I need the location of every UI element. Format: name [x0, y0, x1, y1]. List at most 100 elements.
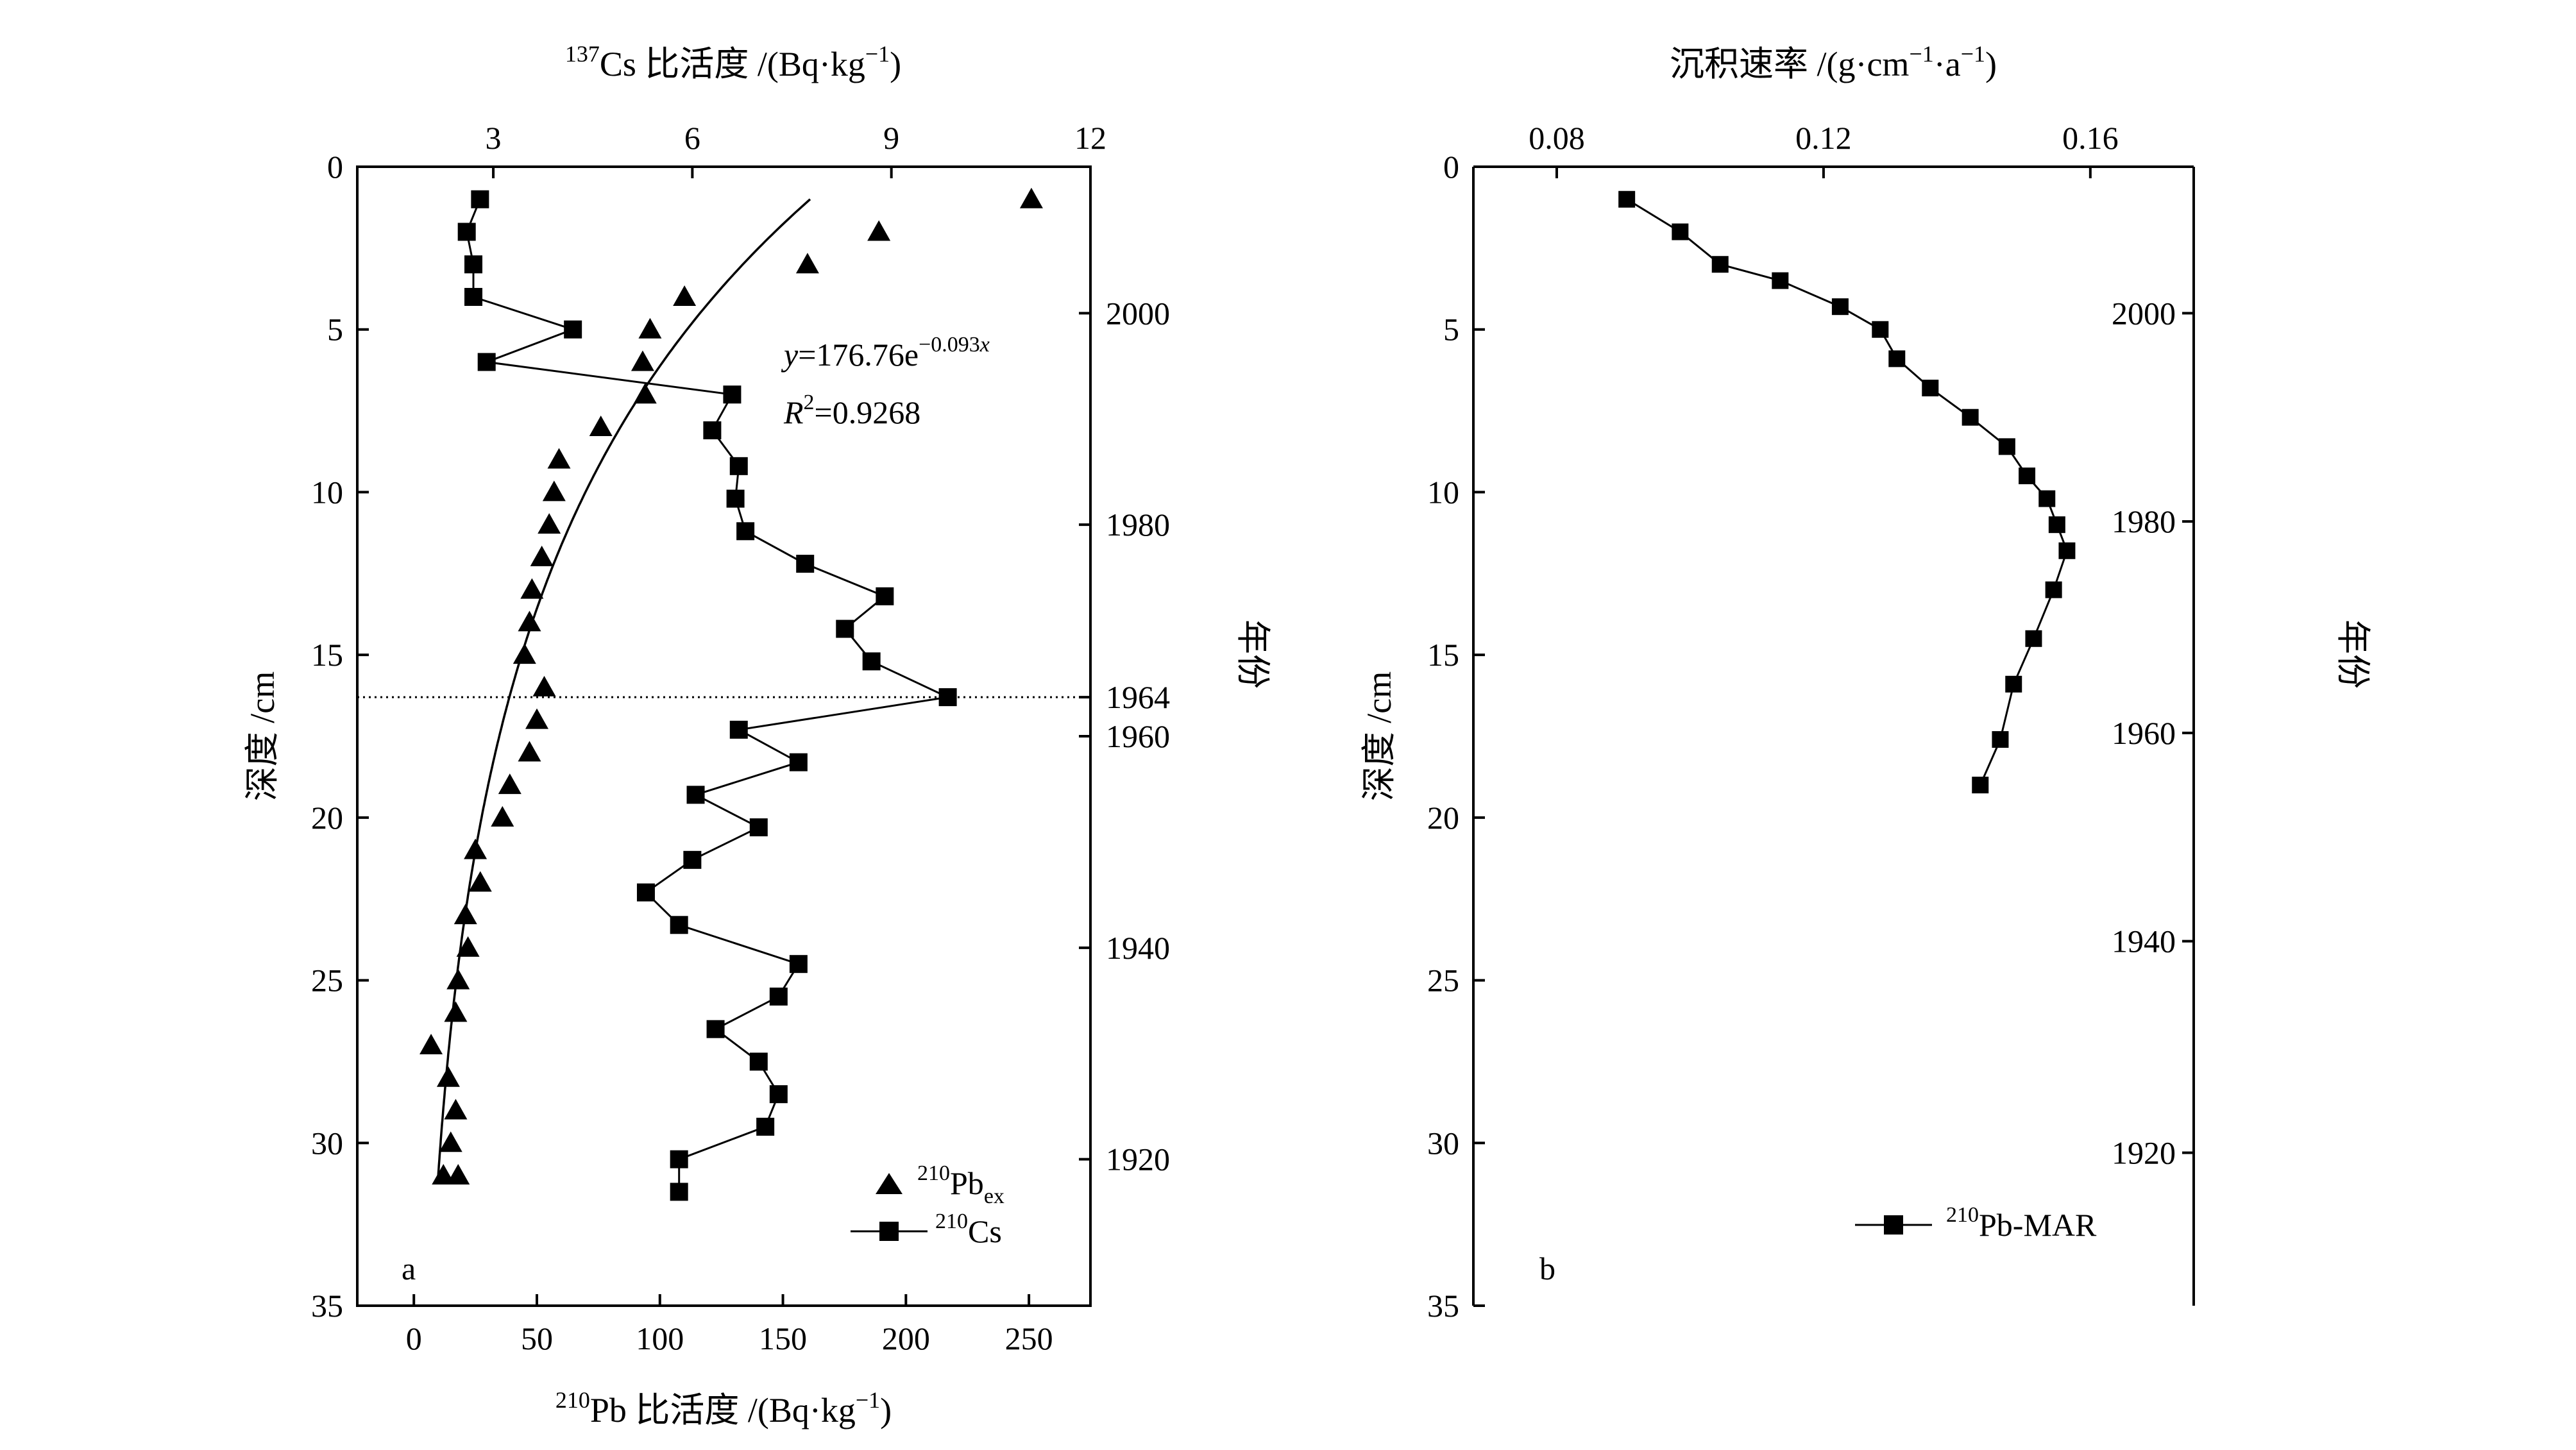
data-point-210pb-ex	[673, 285, 697, 306]
panel-a-bottom-axis-title: 210Pb 比活度 /(Bq·kg−1)	[555, 1387, 892, 1429]
fit-curve	[437, 198, 811, 1176]
panel-b: 0 5 10 15 20 25 30 35 0.08 0.12 0.16 2000 1980 1960…	[1360, 41, 2372, 1324]
data-point-210pb-mar	[1962, 409, 1979, 426]
fit-equation-body: =176.76e	[798, 337, 919, 373]
depth-tick-label: 25	[1427, 963, 1459, 999]
depth-tick-label: 20	[1427, 800, 1459, 836]
data-point-210pb-mar	[1872, 321, 1889, 338]
legend-210cs-marker	[879, 1222, 899, 1241]
panel-b-legend: 210Pb-MAR	[1855, 1203, 2097, 1243]
data-point-210pb-mar	[1831, 298, 1849, 316]
data-point-210pb-mar	[2038, 490, 2056, 507]
data-point-210pb-mar	[2005, 675, 2022, 693]
data-point-210cs	[729, 720, 748, 739]
data-point-210pb-mar	[1992, 731, 2009, 748]
data-point-210cs	[756, 1117, 775, 1136]
data-point-210pb-ex	[547, 448, 571, 469]
data-point-210pb-ex	[464, 838, 487, 859]
series-210pb-ex-markers	[419, 187, 1043, 1185]
series-210pb-mar-line	[1626, 198, 2068, 786]
data-point-210pb-ex	[453, 904, 477, 925]
210pb-tick-label: 250	[1005, 1320, 1053, 1356]
legend-210cs-label: 210Cs	[935, 1210, 1002, 1249]
depth-tick-label: 10	[1427, 474, 1459, 510]
legend-210pb-ex-label: 210Pbex	[917, 1161, 1004, 1208]
rate-tick-label: 0.12	[1795, 120, 1852, 156]
depth-tick-label: 30	[1427, 1125, 1459, 1161]
data-point-210pb-ex	[432, 1164, 455, 1185]
data-point-210pb-ex	[468, 871, 492, 892]
panel-a-right-axis-title: 年份	[1233, 620, 1272, 689]
data-point-210pb-ex	[436, 1066, 460, 1087]
year-tick-label: 2000	[1106, 295, 1170, 331]
rate-axis-title-end: )	[1985, 45, 1997, 83]
year-tick-label: 1920	[2112, 1135, 2176, 1171]
depth-tick-label: 15	[1427, 637, 1459, 673]
137cs-tick-label: 3	[486, 120, 502, 156]
data-point-210pb-mar	[1618, 190, 1636, 208]
depth-tick-label: 15	[311, 637, 343, 673]
data-point-210cs	[726, 489, 745, 508]
panel-b-left-axis-title: 深度 /cm	[1360, 671, 1398, 801]
depth-tick-label: 0	[1443, 149, 1459, 185]
data-point-210pb-ex	[525, 708, 548, 729]
panel-b-top-axis-title: 沉积速率 /(g·cm−1·a−1)	[1670, 41, 1997, 83]
data-point-210pb-ex	[491, 805, 514, 827]
depth-tick-label: 10	[311, 474, 343, 510]
210pb-tick-label: 200	[882, 1320, 930, 1356]
data-point-210pb-ex	[419, 1034, 443, 1055]
bottom-axis-title-end: )	[880, 1391, 892, 1429]
legend-210pb-ex-sub: ex	[984, 1184, 1004, 1208]
data-point-210pb-mar	[1922, 380, 1939, 397]
legend-210pb-mar-text: Pb-MAR	[1979, 1207, 2097, 1243]
top-axis-title-main: Cs 比活度 /(Bq·kg	[600, 45, 865, 83]
panel-b-label: b	[1539, 1251, 1555, 1286]
data-point-210pb-ex	[444, 1001, 468, 1022]
data-point-210cs	[836, 620, 854, 638]
data-point-210cs	[736, 522, 755, 541]
series-210pb-mar-markers	[1618, 190, 2076, 794]
data-point-210pb-ex	[795, 253, 819, 274]
data-point-210cs	[723, 385, 741, 404]
data-point-210pb-ex	[518, 741, 541, 762]
depth-tick-label: 25	[311, 963, 343, 999]
panel-a-label: a	[402, 1251, 416, 1286]
data-point-210pb-mar	[2045, 581, 2062, 598]
year-tick-label: 1940	[1106, 930, 1170, 966]
panel-b-rate-ticks: 0.08 0.12 0.16	[1529, 120, 2119, 178]
137cs-tick-label: 12	[1074, 120, 1106, 156]
data-point-210pb-mar	[1672, 223, 1689, 240]
137cs-tick-label: 9	[883, 120, 899, 156]
fit-r2-label: R	[783, 394, 804, 430]
data-point-210cs	[686, 786, 705, 804]
rate-axis-title-sup2: −1	[1961, 41, 1985, 67]
fit-r2-value: =0.9268	[815, 394, 921, 430]
data-point-210pb-ex	[456, 936, 480, 957]
data-point-210cs	[670, 916, 688, 934]
data-point-210pb-ex	[518, 611, 541, 632]
data-point-210pb-mar	[1888, 350, 1906, 367]
data-point-210cs	[464, 255, 483, 274]
data-point-210pb-ex	[638, 317, 662, 339]
legend-210pb-mar-marker	[1884, 1215, 1903, 1235]
data-point-210pb-ex	[631, 350, 654, 371]
fit-equation-exponent-var: x	[979, 333, 990, 357]
panel-b-year-ticks: 2000 1980 1960 1940 1920	[2112, 295, 2194, 1171]
data-point-210cs	[636, 883, 655, 902]
data-point-210pb-ex	[538, 513, 561, 534]
year-tick-label: 1960	[2112, 715, 2176, 751]
depth-tick-label: 20	[311, 800, 343, 836]
data-point-210cs	[471, 190, 489, 208]
data-point-210pb-mar	[1998, 438, 2015, 455]
data-point-210pb-ex	[633, 383, 657, 404]
series-210cs-markers	[457, 190, 957, 1201]
210pb-tick-label: 0	[406, 1320, 422, 1356]
fit-r2: R2=0.9268	[783, 391, 920, 430]
fit-equation-y: y	[781, 337, 799, 373]
data-point-210pb-ex	[513, 643, 536, 664]
top-axis-title-end: )	[890, 45, 901, 83]
panel-a-left-axis-title: 深度 /cm	[243, 671, 282, 801]
data-point-210pb-ex	[542, 480, 566, 502]
year-tick-label: 1920	[1106, 1142, 1170, 1177]
data-point-210cs	[789, 753, 808, 771]
